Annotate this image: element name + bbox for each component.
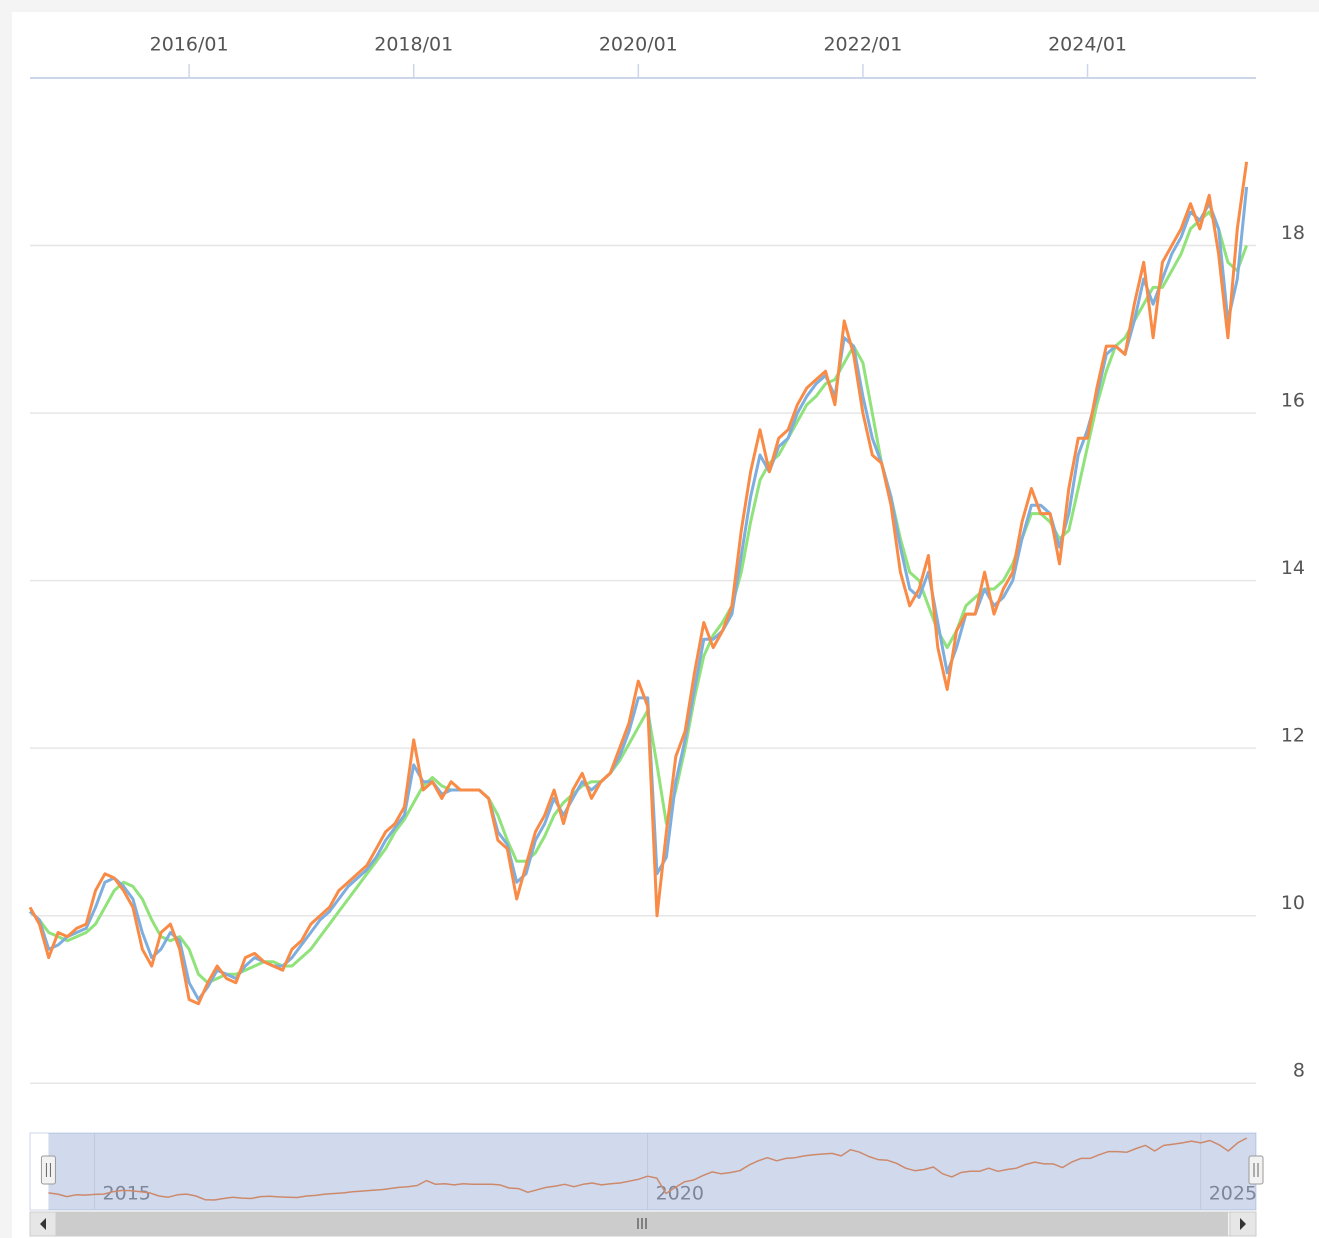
series-line: [28, 161, 1249, 1006]
navigator-label: 2025: [1209, 1183, 1257, 1205]
y-tick-label: 12: [1281, 725, 1305, 747]
navigator-handle[interactable]: [40, 1155, 56, 1185]
x-tick-label: 2016/01: [150, 34, 229, 56]
navigator-label: 2015: [103, 1183, 151, 1205]
series-line: [29, 210, 1249, 985]
panel: [12, 12, 1319, 1238]
y-tick-label: 8: [1293, 1060, 1305, 1082]
y-tick-label: 14: [1281, 557, 1305, 579]
x-tick-label: 2020/01: [599, 34, 678, 56]
x-tick-label: 2018/01: [374, 34, 453, 56]
navigator-selection: [48, 1133, 1257, 1210]
navigator-line: [48, 1137, 1248, 1201]
arrow-left: [40, 1218, 46, 1230]
series-line: [29, 186, 1249, 1001]
navigator-label: 2020: [656, 1183, 704, 1205]
x-tick-label: 2024/01: [1048, 34, 1127, 56]
navigator-handle[interactable]: [1248, 1155, 1264, 1185]
y-tick-label: 16: [1281, 390, 1305, 412]
y-tick-label: 18: [1281, 222, 1305, 244]
y-tick-label: 10: [1281, 892, 1305, 914]
arrow-right: [1240, 1218, 1246, 1230]
x-tick-label: 2022/01: [823, 34, 902, 56]
